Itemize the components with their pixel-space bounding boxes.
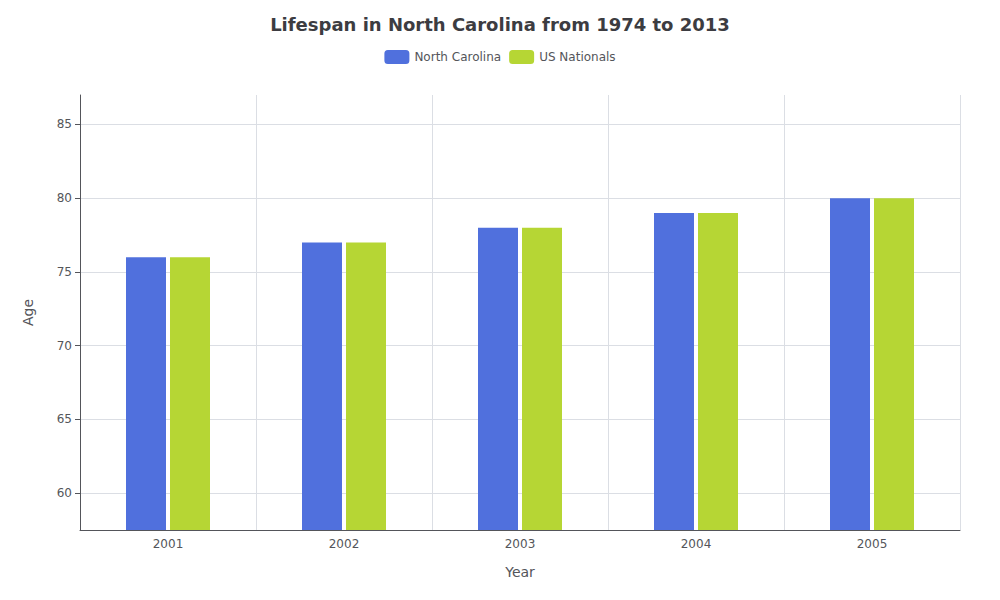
svg-text:2005: 2005 — [857, 537, 888, 551]
svg-text:Lifespan in North Carolina fro: Lifespan in North Carolina from 1974 to … — [270, 14, 730, 35]
svg-text:80: 80 — [57, 191, 72, 205]
svg-text:85: 85 — [57, 117, 72, 131]
svg-text:2003: 2003 — [505, 537, 536, 551]
svg-text:North Carolina: North Carolina — [414, 50, 501, 64]
svg-text:2002: 2002 — [329, 537, 360, 551]
svg-text:Year: Year — [504, 564, 535, 580]
svg-text:2004: 2004 — [681, 537, 712, 551]
svg-text:US Nationals: US Nationals — [539, 50, 615, 64]
svg-text:75: 75 — [57, 265, 72, 279]
svg-text:Age: Age — [20, 299, 36, 326]
svg-text:65: 65 — [57, 412, 72, 426]
svg-text:2001: 2001 — [153, 537, 184, 551]
svg-text:60: 60 — [57, 486, 72, 500]
svg-text:70: 70 — [57, 339, 72, 353]
